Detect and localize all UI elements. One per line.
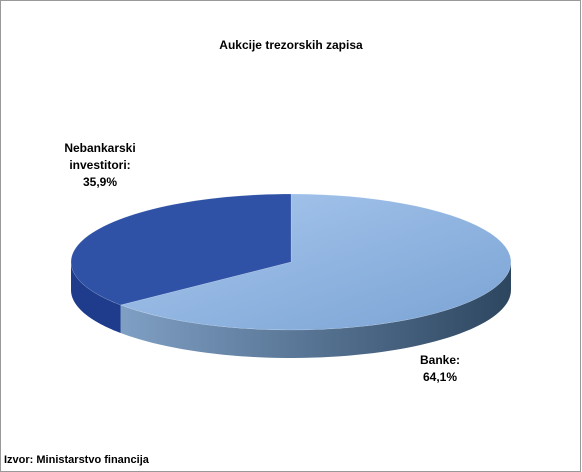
slice-side bbox=[120, 262, 512, 358]
data-label: Nebankarski investitori: 35,9% bbox=[40, 140, 160, 191]
category-label: Banke: bbox=[419, 353, 460, 367]
chart-title: Aukcije trezorskih zapisa bbox=[219, 38, 363, 52]
slice-side bbox=[71, 262, 121, 334]
source-note: Izvor: Ministarstvo financija bbox=[4, 454, 149, 466]
slice bbox=[70, 193, 292, 306]
slice bbox=[119, 193, 512, 331]
value-label: 35,9% bbox=[82, 175, 118, 189]
value-label: 64,1% bbox=[422, 370, 458, 384]
data-label: Banke: 64,1% bbox=[400, 352, 480, 386]
category-label: Nebankarski investitori: bbox=[64, 141, 136, 172]
